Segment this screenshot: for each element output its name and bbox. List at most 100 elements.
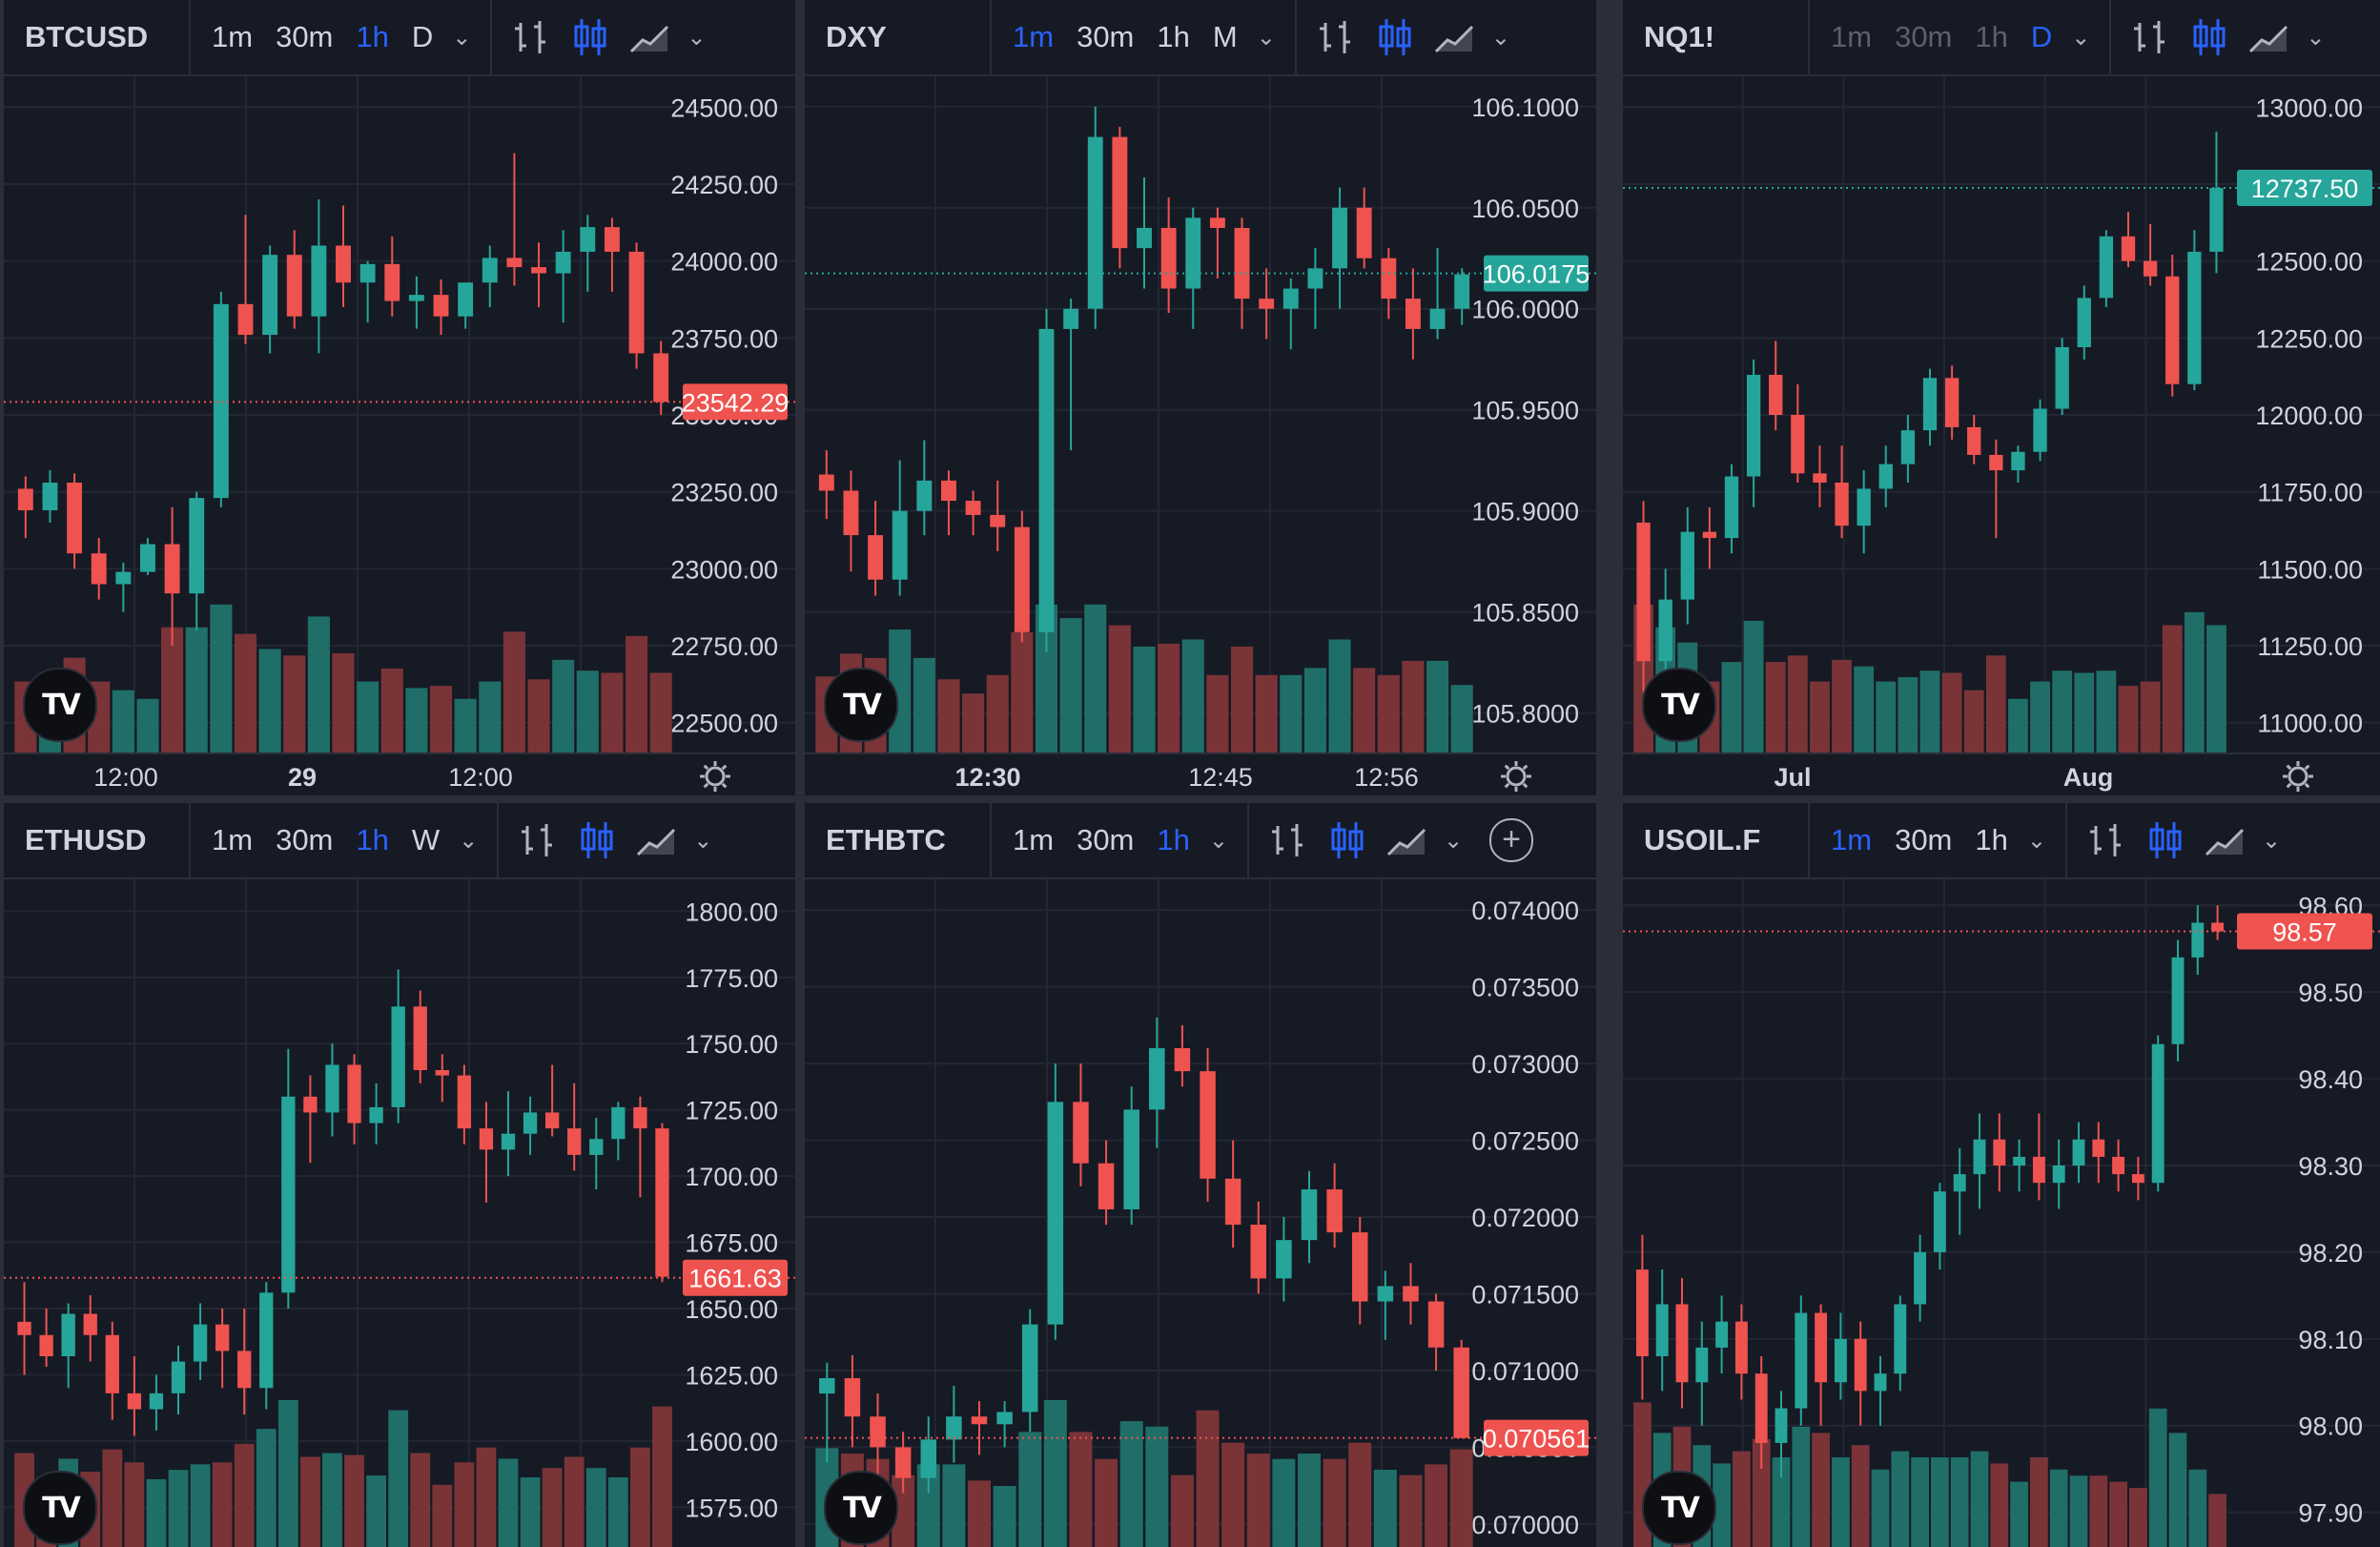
price-chart[interactable]: 13000.0012750.0012500.0012250.0012000.00… [1623,0,2380,795]
area-style-icon[interactable] [634,818,678,862]
tradingview-logo-icon[interactable]: TV [824,668,898,742]
candle-style-icon[interactable] [2144,818,2187,862]
volume-bar [552,659,575,753]
bar-style-icon[interactable] [1314,15,1358,59]
candle-style-icon[interactable] [1373,15,1417,59]
price-chart[interactable]: 98.6098.5098.4098.3098.2098.1098.0097.90… [1623,803,2380,1547]
candle-style-icon[interactable] [1325,818,1369,862]
style-dropdown-chevron-icon[interactable]: ⌄ [1490,24,1510,51]
timeframe-30m[interactable]: 30m [276,20,334,53]
timeframe-dropdown-chevron-icon[interactable]: ⌄ [2026,827,2046,854]
candle-style-icon[interactable] [568,15,612,59]
tradingview-logo-icon[interactable]: TV [1642,1471,1716,1545]
timeframe-1h[interactable]: 1h [356,823,389,856]
timeframe-dropdown-chevron-icon[interactable]: ⌄ [1256,24,1276,51]
timeframe-d[interactable]: D [411,20,434,53]
area-style-icon[interactable] [1385,818,1428,862]
volume-bar [1373,1470,1397,1547]
volume-bar [161,627,184,753]
timeframe-dropdown-chevron-icon[interactable]: ⌄ [2071,24,2091,51]
tradingview-logo-icon[interactable]: TV [1642,668,1716,742]
chart-panel-dxy[interactable]: DXY 1m 30m 1h M ⌄ ⌄ 106.1000 106.0500 106.0000 105… [805,0,1596,795]
timeframe-30m[interactable]: 30m [276,823,334,856]
price-axis-label: 0.072500 [1471,1127,1579,1156]
area-style-icon[interactable] [627,15,671,59]
chart-panel-usoilf[interactable]: USOIL.F 1m 30m 1h ⌄ ⌄ 98.60 98.50 98.40 98.30 98.2… [1623,803,2380,1547]
style-dropdown-chevron-icon[interactable]: ⌄ [2261,827,2282,854]
chart-settings-gear-icon[interactable] [2283,761,2313,792]
timeframe-selector: 1m 30m 1h M ⌄ [992,0,1297,74]
symbol-label[interactable]: BTCUSD [4,0,191,74]
timeframe-30m[interactable]: 30m [1895,823,1953,856]
chart-panel-btcusd[interactable]: BTCUSD 1m 30m 1h D ⌄ ⌄ 24500.00 24250.00 24000.00… [4,0,795,795]
style-dropdown-chevron-icon[interactable]: ⌄ [687,24,707,51]
bar-style-icon[interactable] [509,15,553,59]
timeframe-1h[interactable]: 1h [1157,823,1190,856]
price-chart[interactable]: 24500.0024250.0024000.0023750.0023500.00… [4,0,795,795]
area-style-icon[interactable] [2203,818,2247,862]
candle-style-icon[interactable] [575,818,619,862]
candle-style-icon[interactable] [2187,15,2231,59]
timeframe-1m[interactable]: 1m [1013,20,1055,53]
timeframe-1m[interactable]: 1m [1013,823,1055,856]
symbol-label[interactable]: ETHUSD [4,803,191,877]
symbol-label[interactable]: ETHBTC [805,803,992,877]
area-style-icon[interactable] [2247,15,2290,59]
timeframe-30m[interactable]: 30m [1077,20,1135,53]
price-chart[interactable]: 106.1000 106.0500 106.0000 105.9500 105.9000… [805,0,1596,795]
price-chart[interactable]: 1800.00 1775.00 1750.00 1725.00 1700.00 1675.… [4,803,795,1547]
chart-panel-ethbtc[interactable]: ETHBTC 1m 30m 1h ⌄ ⌄ +0.074000 0.073500 0.073000… [805,803,1596,1547]
chart-panel-ethusd[interactable]: ETHUSD 1m 30m 1h W ⌄ ⌄ 1800.00 1775.00 1750.00 172… [4,803,795,1547]
style-dropdown-chevron-icon[interactable]: ⌄ [1443,827,1464,854]
style-dropdown-chevron-icon[interactable]: ⌄ [693,827,713,854]
timeframe-1m[interactable]: 1m [212,823,254,856]
tradingview-logo-icon[interactable]: TV [23,1471,97,1545]
tradingview-logo-icon[interactable]: TV [23,668,97,742]
bar-style-icon[interactable] [2128,15,2172,59]
timeframe-dropdown-chevron-icon[interactable]: ⌄ [459,827,479,854]
candle-body [1746,375,1761,477]
symbol-label[interactable]: DXY [805,0,992,74]
timeframe-30m[interactable]: 30m [1077,823,1135,856]
candle-body [384,263,400,301]
bar-style-icon[interactable] [1266,818,1310,862]
candle-body [1073,1102,1089,1164]
timeframe-1h[interactable]: 1h [1157,20,1190,53]
chart-panel-nq1[interactable]: NQ1! 1m 30m 1h D ⌄ ⌄13000.0012750.0012500.0012… [1623,0,2380,795]
style-dropdown-chevron-icon[interactable]: ⌄ [2306,24,2326,51]
add-chart-button[interactable]: + [1489,818,1534,862]
tradingview-logo-icon[interactable]: TV [824,1471,898,1545]
timeframe-30m[interactable]: 30m [1895,20,1953,53]
timeframe-1h[interactable]: 1h [1975,20,2008,53]
bar-style-icon[interactable] [516,818,560,862]
timeframe-dropdown-chevron-icon[interactable]: ⌄ [1208,827,1228,854]
bar-style-icon[interactable] [2084,818,2128,862]
volume-bar [1108,625,1131,753]
timeframe-dropdown-chevron-icon[interactable]: ⌄ [452,24,472,51]
timeframe-1m[interactable]: 1m [1831,823,1873,856]
candle-body [580,227,596,252]
symbol-label[interactable]: NQ1! [1623,0,1810,74]
chart-settings-gear-icon[interactable] [700,761,730,792]
candle-body [2112,1156,2125,1175]
timeframe-w[interactable]: W [411,823,441,856]
timeframe-1m[interactable]: 1m [212,20,254,53]
volume-bar [1246,1454,1270,1547]
timeframe-m[interactable]: M [1212,20,1238,53]
timeframe-1h[interactable]: 1h [356,20,389,53]
chart-settings-gear-icon[interactable] [1501,761,1531,792]
timeframe-1h[interactable]: 1h [1975,823,2008,856]
candle-body [61,1313,75,1356]
area-style-icon[interactable] [1432,15,1476,59]
volume-bar [1426,660,1449,753]
candle-body [1769,375,1783,415]
candle-body [115,571,132,585]
price-chart[interactable]: 0.074000 0.073500 0.073000 0.072500 0.072000… [805,803,1596,1547]
volume-bar [2206,625,2226,753]
symbol-label[interactable]: USOIL.F [1623,803,1810,877]
candle-body [1377,1286,1394,1302]
timeframe-1m[interactable]: 1m [1831,20,1873,53]
chart-style-tools: ⌄ [1297,0,1529,74]
time-axis-label: 12:00 [93,763,158,792]
timeframe-d[interactable]: D [2030,20,2053,53]
